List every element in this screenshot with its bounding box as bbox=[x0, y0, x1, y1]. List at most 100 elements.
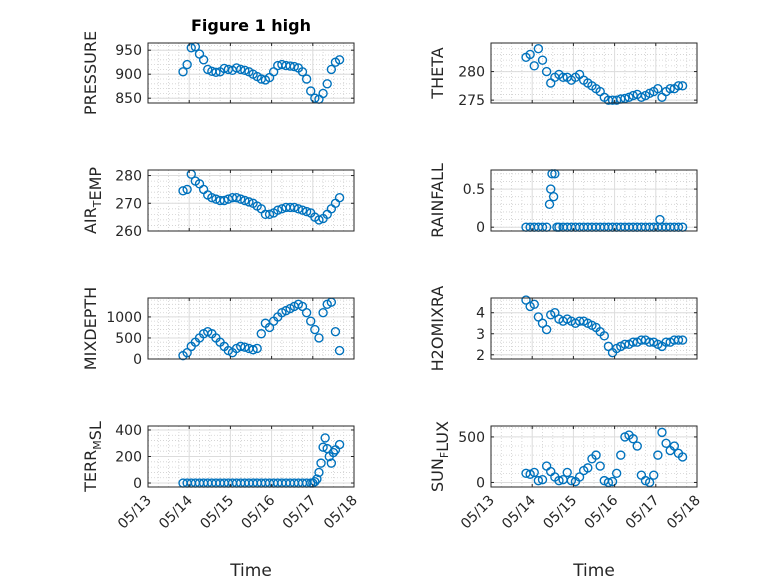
data-point bbox=[611, 468, 622, 479]
data-point bbox=[673, 335, 684, 345]
axes-pressure: 850 900 950 PRESSURE bbox=[81, 31, 355, 115]
x-axis-label: Time bbox=[572, 561, 615, 581]
axes-box bbox=[490, 42, 698, 104]
y-tick-label: 0 bbox=[476, 475, 485, 491]
data-point bbox=[322, 79, 332, 89]
y-axis-label: PRESSURE bbox=[81, 31, 100, 115]
data-point bbox=[301, 206, 312, 217]
axes-mixdepth: 0 500 1000 MIXDEPTH bbox=[81, 287, 355, 370]
data-point bbox=[541, 324, 552, 335]
data-point bbox=[603, 477, 614, 488]
data-point bbox=[644, 477, 655, 488]
data-point bbox=[334, 439, 345, 450]
y-tick-label: 400 bbox=[115, 423, 142, 439]
y-axis-label: RAINFALL bbox=[428, 163, 447, 238]
data-point bbox=[644, 88, 655, 98]
data-point bbox=[677, 452, 688, 462]
series-h2omixra bbox=[521, 295, 688, 358]
series-sun_flux bbox=[521, 427, 688, 488]
data-point bbox=[293, 204, 304, 214]
data-point bbox=[665, 84, 675, 94]
y-tick-label: 900 bbox=[115, 67, 142, 83]
y-tick-label: 500 bbox=[115, 331, 142, 347]
data-point bbox=[677, 335, 688, 345]
series-theta bbox=[521, 44, 688, 105]
axes-h2omixra: 2 3 4 H2OMIXRA bbox=[428, 286, 698, 371]
data-point bbox=[620, 339, 630, 349]
y-tick-label: 0.5 bbox=[463, 182, 485, 198]
data-point bbox=[554, 475, 564, 486]
data-point bbox=[653, 84, 663, 94]
y-tick-label: 950 bbox=[115, 43, 142, 59]
data-point bbox=[583, 463, 593, 473]
y-axis-label: SUNFLUX bbox=[428, 421, 452, 492]
data-point bbox=[186, 43, 196, 53]
data-point bbox=[207, 193, 217, 203]
data-point bbox=[636, 335, 647, 345]
data-point bbox=[544, 199, 555, 210]
data-point bbox=[677, 81, 688, 91]
data-point bbox=[537, 318, 548, 328]
data-point bbox=[182, 59, 192, 70]
data-point bbox=[219, 195, 229, 206]
data-point bbox=[248, 345, 258, 355]
data-point bbox=[211, 67, 221, 77]
data-point bbox=[306, 86, 316, 96]
data-point bbox=[574, 316, 585, 326]
data-point bbox=[537, 475, 548, 485]
y-axis-label: MIXDEPTH bbox=[81, 287, 100, 370]
data-point bbox=[289, 202, 299, 213]
data-point bbox=[591, 450, 601, 460]
data-point bbox=[297, 205, 308, 215]
y-tick-label: 850 bbox=[115, 91, 142, 107]
series-pressure bbox=[178, 42, 345, 104]
data-point bbox=[297, 67, 308, 77]
y-tick-label: 4 bbox=[476, 306, 485, 322]
data-point bbox=[595, 461, 605, 471]
data-point bbox=[574, 472, 585, 482]
data-point bbox=[240, 342, 250, 352]
data-point bbox=[231, 193, 242, 203]
axes-box bbox=[490, 169, 698, 232]
axes-rainfall: 0 0.5 RAINFALL bbox=[428, 163, 698, 238]
data-point bbox=[603, 341, 614, 352]
data-point bbox=[521, 295, 531, 305]
data-point bbox=[235, 194, 246, 204]
data-point bbox=[548, 191, 559, 202]
data-point bbox=[235, 341, 246, 352]
data-point bbox=[326, 458, 337, 468]
y-axis-label: THETA bbox=[428, 47, 447, 99]
data-point bbox=[644, 337, 655, 347]
y-axis-label-part: AIR bbox=[81, 207, 100, 234]
axes-box bbox=[490, 297, 698, 360]
y-axis-label: AIRTEMP bbox=[81, 167, 105, 234]
y-tick-label: 280 bbox=[458, 65, 485, 81]
data-point bbox=[620, 93, 630, 104]
data-point bbox=[334, 193, 345, 203]
y-tick-label: 500 bbox=[458, 430, 485, 446]
data-point bbox=[316, 458, 326, 468]
data-point bbox=[301, 74, 312, 84]
y-axis-label-subscript: F bbox=[438, 452, 451, 458]
data-point bbox=[310, 476, 320, 487]
y-axis-label-part: SUN bbox=[428, 458, 447, 492]
data-point bbox=[318, 308, 328, 318]
data-point bbox=[628, 337, 638, 347]
y-axis-label-part: SL bbox=[86, 421, 105, 440]
data-point bbox=[314, 215, 324, 225]
data-point bbox=[628, 434, 638, 444]
y-axis-label-part: TERR bbox=[81, 450, 100, 493]
y-axis-label-subscript: M bbox=[91, 440, 104, 450]
data-point bbox=[607, 476, 618, 487]
data-point bbox=[264, 322, 275, 333]
data-point bbox=[318, 88, 328, 99]
data-point bbox=[636, 92, 647, 102]
data-point bbox=[198, 55, 209, 65]
data-point bbox=[273, 205, 283, 215]
data-point bbox=[334, 345, 345, 356]
data-point bbox=[562, 467, 572, 478]
data-point bbox=[318, 442, 328, 452]
data-point bbox=[533, 44, 544, 54]
y-axis-label-part: EMP bbox=[86, 167, 105, 201]
data-point bbox=[330, 326, 341, 337]
